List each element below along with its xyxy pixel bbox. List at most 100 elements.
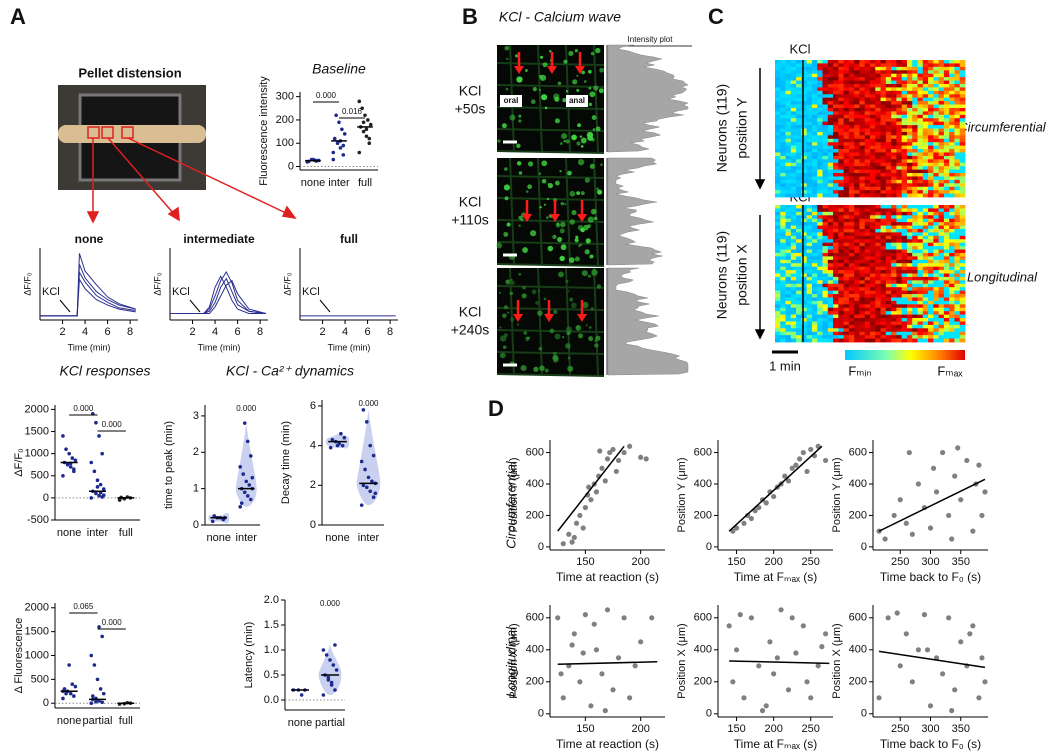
- x-axis-label: Time (min): [68, 342, 111, 352]
- data-point: [364, 420, 369, 424]
- x-axis-label: Time (min): [328, 342, 371, 352]
- heatmap-cell: [817, 273, 823, 278]
- heatmap-cell: [885, 118, 892, 123]
- heatmap-cell: [880, 335, 887, 339]
- heatmap-cell: [959, 87, 966, 92]
- heatmap-cell: [864, 173, 871, 177]
- heatmap-cell: [848, 162, 855, 167]
- neuron-signal: [503, 305, 508, 310]
- data-point: [909, 531, 915, 537]
- heatmap-cell: [811, 222, 818, 226]
- heatmap-cell: [875, 331, 881, 336]
- neuron-signal: [571, 134, 577, 141]
- heatmap-cell: [917, 252, 924, 257]
- heatmap-cell: [801, 94, 808, 99]
- heatmap-cell: [906, 135, 913, 140]
- heatmap-cell: [949, 173, 955, 177]
- heatmap-cell: [790, 338, 797, 343]
- heatmap-cell: [906, 94, 913, 99]
- neuron-signal: [571, 210, 577, 216]
- heatmap-cell: [854, 321, 860, 326]
- heatmap-cell: [864, 90, 871, 95]
- heatmap-cell: [928, 294, 934, 298]
- neuron-signal: [543, 297, 547, 301]
- heatmap-cell: [811, 266, 818, 271]
- heatmap-cell: [827, 159, 834, 164]
- y-tick-label: 0: [861, 708, 867, 720]
- heatmap-cell: [891, 60, 897, 64]
- heatmap-cell: [922, 287, 929, 292]
- y-tick-label: 1500: [25, 626, 49, 638]
- heatmap-cell: [848, 211, 855, 216]
- heatmap-cell: [922, 60, 929, 64]
- heatmap-cell: [827, 176, 834, 181]
- heatmap-cell: [775, 252, 781, 257]
- heatmap-cell: [901, 60, 908, 64]
- heatmap-cell: [775, 280, 781, 285]
- panel-title: KCl - Calcium wave: [499, 9, 621, 25]
- y-tick-label: 1000: [25, 649, 49, 661]
- heatmap-cell: [827, 218, 834, 223]
- heatmap-cell: [875, 338, 881, 343]
- data-point: [602, 478, 608, 484]
- heatmap-cell: [843, 60, 850, 64]
- heatmap-cell: [891, 94, 897, 99]
- heatmap-cell: [938, 111, 945, 116]
- heatmap-cell: [780, 159, 786, 164]
- heatmap-cell: [943, 80, 950, 85]
- heatmap-cell: [959, 208, 966, 213]
- heatmap-cell: [801, 331, 808, 336]
- heatmap-cell: [906, 118, 913, 123]
- heatmap-cell: [954, 283, 961, 288]
- heatmap-cell: [912, 77, 918, 81]
- heatmap-cell: [796, 97, 802, 102]
- heatmap-cell: [811, 159, 818, 164]
- heatmap-cell: [817, 128, 823, 133]
- y-axis-label: Position X (μm): [508, 623, 520, 698]
- heatmap-cell: [917, 304, 924, 309]
- heatmap-cell: [906, 338, 913, 343]
- heatmap-cell: [775, 242, 781, 247]
- heatmap-cell: [949, 321, 955, 326]
- heatmap-cell: [928, 222, 934, 226]
- heatmap-cell: [790, 101, 797, 105]
- neuron-signal: [516, 323, 520, 326]
- ganglion-strand: [509, 267, 515, 376]
- heatmap-cell: [833, 252, 839, 257]
- heatmap-cell: [864, 307, 871, 312]
- heatmap-cell: [827, 338, 834, 343]
- heatmap-cell: [933, 193, 940, 198]
- heatmap-cell: [875, 183, 881, 188]
- data-point: [797, 456, 803, 462]
- heatmap-cell: [854, 94, 860, 99]
- heatmap-cell: [891, 205, 897, 209]
- heatmap-cell: [875, 114, 881, 119]
- heatmap-cell: [943, 228, 950, 233]
- heatmap-cell: [848, 276, 855, 281]
- data-point: [68, 691, 73, 696]
- heatmap-cell: [811, 297, 818, 302]
- heatmap-cell: [912, 159, 918, 164]
- y-tick-label: 2000: [25, 403, 49, 415]
- heatmap-cell: [954, 232, 961, 237]
- x-tick-label: 6: [365, 326, 371, 338]
- data-point: [335, 443, 340, 448]
- heatmap-cell: [922, 90, 929, 95]
- heatmap-cell: [928, 304, 934, 309]
- heatmap-cell: [780, 307, 786, 312]
- heatmap-cell: [870, 215, 876, 220]
- heatmap-cell: [938, 90, 945, 95]
- heatmap-cell: [822, 176, 829, 181]
- neuron-signal: [568, 257, 575, 263]
- heatmap-cell: [949, 211, 955, 216]
- annotation-arrow: [59, 299, 71, 313]
- heatmap-cell: [790, 138, 797, 143]
- heatmap-ylabel: position X: [734, 244, 750, 306]
- heatmap-cell: [928, 297, 934, 302]
- heatmap-cell: [880, 266, 887, 271]
- heatmap-cell: [843, 294, 850, 298]
- heatmap-cell: [949, 77, 955, 81]
- heatmap-cell: [775, 273, 781, 278]
- heatmap-cell: [790, 249, 797, 254]
- heatmap-cell: [833, 121, 839, 126]
